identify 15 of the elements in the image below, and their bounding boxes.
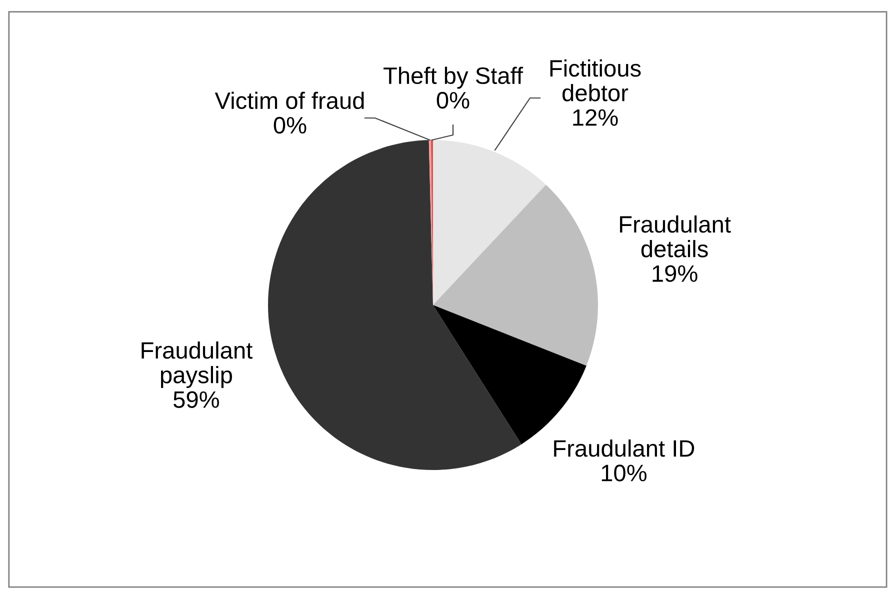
pie-slice bbox=[433, 184, 598, 366]
data-label: 12% bbox=[573, 109, 618, 126]
pie-slice bbox=[433, 140, 546, 305]
slice-label: Fraudulant ID bbox=[554, 439, 694, 457]
slice-label: Fictitious debtor bbox=[550, 59, 641, 102]
pie-slice bbox=[268, 140, 522, 470]
data-label: 19% bbox=[652, 265, 698, 282]
data-label: 10% bbox=[602, 464, 646, 482]
data-label: 0% bbox=[274, 116, 306, 134]
data-label: 0% bbox=[436, 92, 470, 109]
slice-label: Fraudulant details bbox=[620, 215, 731, 258]
data-label: 59% bbox=[174, 391, 220, 408]
slice-label: Victim of fraud bbox=[214, 92, 364, 110]
slice-label: Theft by Staff bbox=[384, 66, 524, 89]
slice-label: Fraudulant payslip bbox=[142, 341, 252, 388]
